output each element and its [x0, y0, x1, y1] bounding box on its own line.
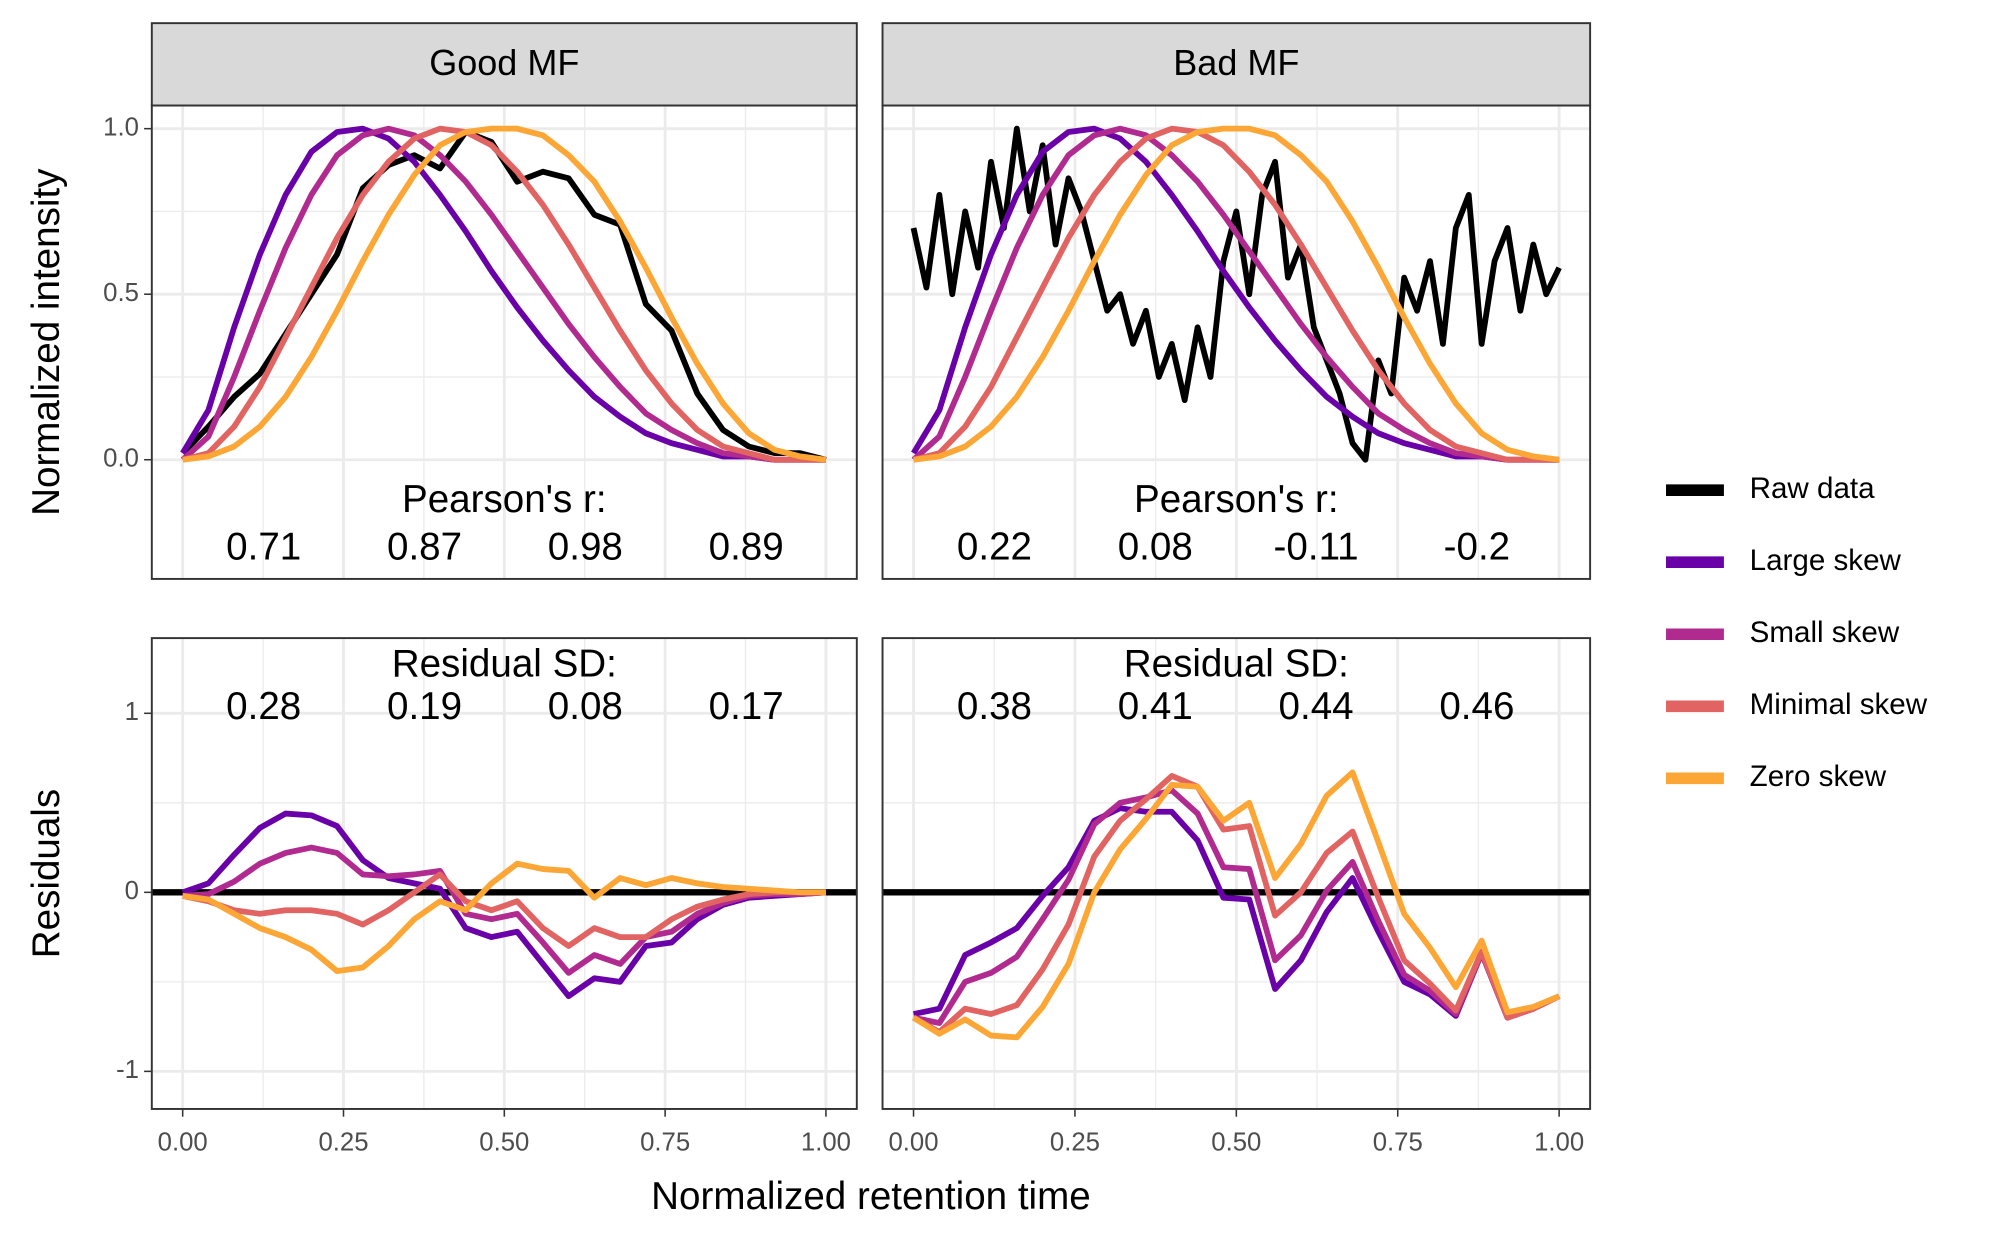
panel-border — [881, 637, 1592, 1110]
legend-label: Raw data — [1750, 472, 1876, 505]
series-line — [181, 125, 826, 463]
series-line — [180, 125, 826, 463]
x-tick-label: 0.75 — [1373, 1128, 1423, 1156]
series-line — [911, 769, 1561, 1041]
strip — [150, 22, 858, 107]
x-tick-label: 0.25 — [318, 1128, 368, 1156]
panel-lines — [882, 769, 1591, 1041]
series-line — [911, 125, 1560, 463]
series-line — [911, 125, 1560, 463]
annotation-value: 0.87 — [387, 526, 462, 569]
x-tick-label: 1.00 — [801, 1128, 851, 1156]
annotation-label: Residual SD: — [392, 643, 617, 686]
strip-title: Bad MF — [1173, 42, 1299, 83]
panel-lines — [180, 125, 827, 463]
series-line — [182, 125, 827, 463]
annotation-value: 0.17 — [709, 685, 784, 728]
plot-area: 0.0 0.5 1.0 Good MF Normalized intensity Pear… — [25, 22, 1928, 1218]
x-tick-label: 0.50 — [1211, 1128, 1261, 1156]
y-tick-label: 0 — [125, 877, 139, 905]
strip — [881, 22, 1592, 107]
y-tick-label: -1 — [116, 1056, 139, 1084]
series-line — [182, 860, 826, 974]
annotation-value: 0.46 — [1439, 685, 1514, 728]
annotation-value: 0.98 — [548, 526, 623, 569]
legend-label: Small skew — [1750, 616, 1900, 649]
series-line — [182, 844, 827, 976]
panel-lines — [910, 125, 1562, 463]
annotation-value: 0.38 — [957, 685, 1032, 728]
series-line — [912, 773, 1561, 1035]
x-tick-label: 0.50 — [479, 1128, 529, 1156]
y-axis-title: Residuals — [25, 789, 68, 958]
annotation-label: Residual SD: — [1124, 643, 1349, 686]
annotation-value: -0.11 — [1274, 526, 1359, 569]
x-tick-label: 0.75 — [640, 1128, 690, 1156]
strip-title: Good MF — [429, 42, 579, 83]
x-tick-label: 0.00 — [888, 1128, 938, 1156]
y-tick-label: 1.0 — [103, 113, 139, 141]
annotation-value: 0.08 — [1118, 526, 1193, 569]
annotation-label: Pearson's r: — [1134, 478, 1339, 521]
annotation-value: 0.89 — [709, 526, 784, 569]
series-line — [180, 125, 826, 463]
x-tick-label: 0.00 — [158, 1128, 208, 1156]
legend-label: Large skew — [1750, 544, 1902, 577]
annotation-value: 0.44 — [1279, 685, 1354, 728]
legend-label: Minimal skew — [1750, 688, 1928, 721]
y-axis-title: Normalized intensity — [25, 168, 68, 516]
y-tick-label: 1 — [125, 698, 139, 726]
x-tick-label: 1.00 — [1534, 1128, 1584, 1156]
series-line — [910, 125, 1562, 463]
x-tick-label: 0.25 — [1050, 1128, 1100, 1156]
annotation-value: -0.2 — [1444, 526, 1510, 569]
series-line — [912, 125, 1560, 463]
series-line — [913, 125, 1560, 463]
annotation-value: 0.41 — [1118, 685, 1193, 728]
panel-lines — [151, 810, 857, 1000]
y-tick-label: 0.0 — [103, 445, 139, 473]
legend-label: Zero skew — [1750, 760, 1887, 793]
annotation-value: 0.71 — [226, 526, 301, 569]
y-tick-label: 0.5 — [103, 279, 139, 307]
annotation-label: Pearson's r: — [402, 478, 607, 521]
annotation-value: 0.22 — [957, 526, 1032, 569]
x-axis-title: Normalized retention time — [651, 1175, 1091, 1218]
annotation-value: 0.28 — [226, 685, 301, 728]
panel-border — [150, 637, 858, 1110]
annotation-value: 0.19 — [387, 685, 462, 728]
series-line — [182, 871, 826, 949]
annotation-value: 0.08 — [548, 685, 623, 728]
